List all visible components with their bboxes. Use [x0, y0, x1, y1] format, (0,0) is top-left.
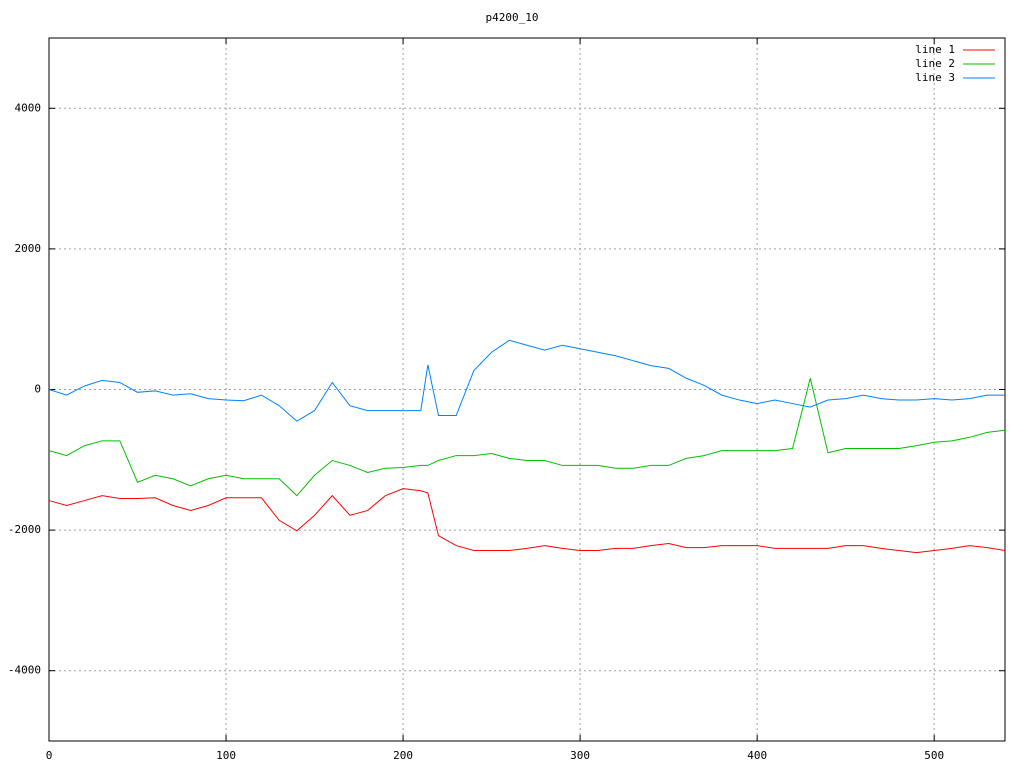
x-tick-label: 500	[924, 749, 944, 762]
y-tick-label: -2000	[8, 523, 41, 536]
legend-label: line 3	[915, 71, 955, 84]
legend-label: line 2	[915, 57, 955, 70]
x-tick-label: 200	[393, 749, 413, 762]
series-line	[48, 339, 1005, 422]
chart-title: p4200_10	[486, 11, 539, 24]
y-tick-label: 4000	[15, 101, 42, 114]
x-tick-label: 100	[216, 749, 236, 762]
y-tick-label: -4000	[8, 664, 41, 677]
series-line	[48, 378, 1006, 497]
y-tick-label: 2000	[15, 242, 42, 255]
legend-label: line 1	[915, 43, 955, 56]
x-tick-label: 300	[570, 749, 590, 762]
y-tick-label: 0	[34, 383, 41, 396]
series-line	[48, 488, 1006, 554]
x-tick-label: 0	[46, 749, 53, 762]
x-tick-label: 400	[747, 749, 767, 762]
